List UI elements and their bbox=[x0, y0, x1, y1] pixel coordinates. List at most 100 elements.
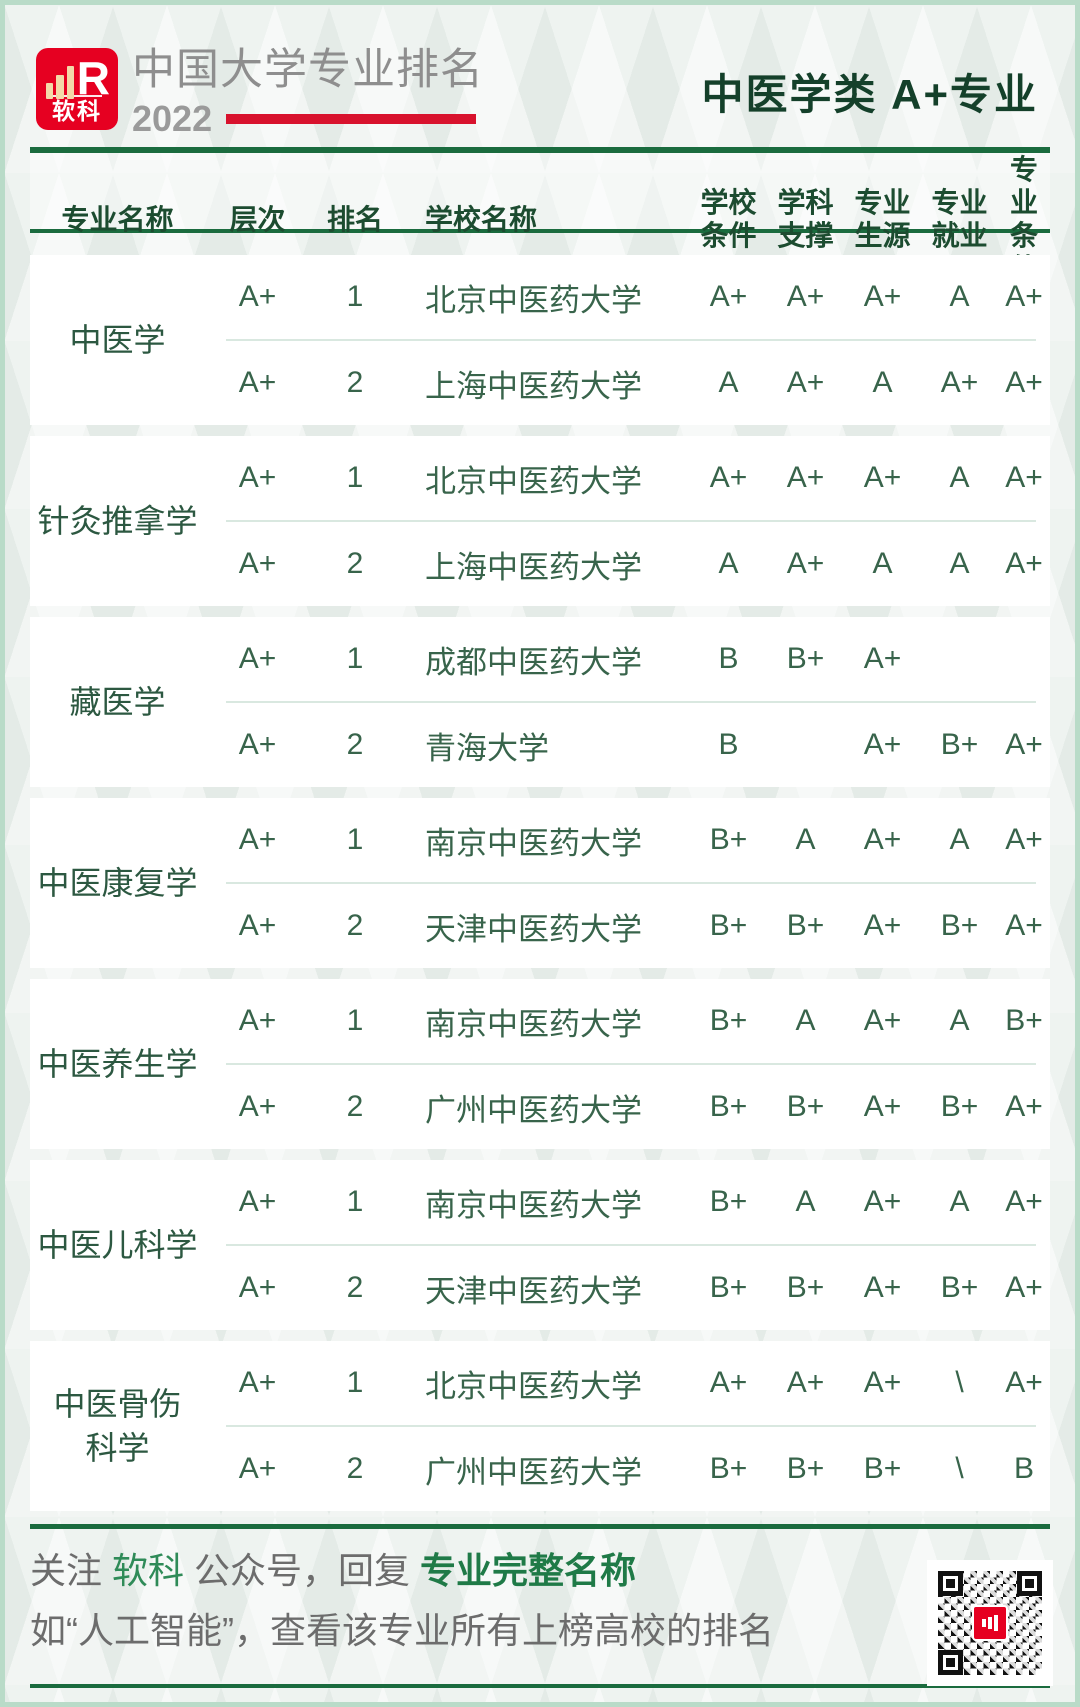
rank-cell: 2 bbox=[346, 366, 364, 399]
grade-school-condition: B+ bbox=[709, 1185, 748, 1218]
rank-cell: 2 bbox=[346, 1271, 364, 1304]
footer-keyword: 专业完整名称 bbox=[420, 1550, 637, 1591]
ranking-row: A+ 2 广州中医药大学 B+ B+ A+ B+ A+ bbox=[205, 1065, 1050, 1149]
major-group-card: 中医康复学 A+ 1 南京中医药大学 B+ A A+ A A+ A+ 2 天津中… bbox=[30, 798, 1050, 968]
grade-student-source: A+ bbox=[863, 728, 902, 761]
footer-line-1: 关注 软科 公众号，回复 专业完整名称 bbox=[30, 1550, 637, 1591]
grade-student-source: A bbox=[872, 547, 893, 580]
row-divider bbox=[226, 1244, 1036, 1246]
logo-barchart-icon: R bbox=[46, 52, 110, 104]
brand-year-row: 2022 bbox=[132, 100, 484, 138]
ranking-row: A+ 1 南京中医药大学 B+ A A+ A A+ bbox=[205, 798, 1050, 882]
school-name-cell: 天津中医药大学 bbox=[425, 1273, 642, 1309]
grade-school-condition: B+ bbox=[709, 1452, 748, 1485]
level-cell: A+ bbox=[238, 728, 277, 761]
qr-code bbox=[927, 1560, 1053, 1686]
col-header-major: 专业名称 bbox=[61, 203, 174, 235]
logo-r-glyph: R bbox=[76, 52, 110, 104]
grade-employment: \ bbox=[955, 1366, 964, 1399]
level-cell: A+ bbox=[238, 280, 277, 313]
school-name-cell: 北京中医药大学 bbox=[425, 463, 642, 499]
major-name: 中医学 bbox=[69, 322, 166, 358]
ranking-row: A+ 2 上海中医药大学 A A+ A A+ A+ bbox=[205, 341, 1050, 425]
col-header-student-source: 专业 生源 bbox=[854, 187, 911, 251]
grade-major-condition: A+ bbox=[1005, 280, 1043, 313]
grade-employment: \ bbox=[955, 1452, 964, 1485]
school-name-cell: 成都中医药大学 bbox=[425, 644, 642, 680]
grade-student-source: A+ bbox=[863, 1366, 902, 1399]
page-header: R 软科 中国大学专业排名 2022 中医学类 A+专业 bbox=[30, 35, 1050, 147]
grade-subject-support: B+ bbox=[786, 1090, 825, 1123]
grade-employment: A bbox=[949, 461, 970, 494]
qr-center-logo-icon bbox=[972, 1605, 1008, 1641]
grade-subject-support: A bbox=[795, 1185, 816, 1218]
ruanke-logo: R 软科 bbox=[36, 48, 118, 130]
rank-cell: 2 bbox=[346, 909, 364, 942]
school-name-cell: 广州中医药大学 bbox=[425, 1092, 642, 1128]
page-footer: 关注 软科 公众号，回复 专业完整名称 如“人工智能”，查看该专业所有上榜高校的… bbox=[30, 1549, 1053, 1686]
ranking-row: A+ 2 青海大学 B A+ B+ A+ bbox=[205, 703, 1050, 787]
qr-pattern bbox=[938, 1571, 1042, 1675]
ranking-row: A+ 1 北京中医药大学 A+ A+ A+ \ A+ bbox=[205, 1341, 1050, 1425]
school-name-cell: 北京中医药大学 bbox=[425, 282, 642, 318]
footer-line-2: 如“人工智能”，查看该专业所有上榜高校的排名 bbox=[30, 1610, 774, 1651]
grade-subject-support: A+ bbox=[786, 1366, 825, 1399]
level-cell: A+ bbox=[238, 366, 277, 399]
level-cell: A+ bbox=[238, 1271, 277, 1304]
col-header-rank: 排名 bbox=[326, 203, 383, 235]
rank-cell: 1 bbox=[346, 1185, 364, 1218]
major-name: 中医养生学 bbox=[37, 1046, 198, 1082]
brand-year: 2022 bbox=[132, 98, 213, 139]
grade-major-condition: A+ bbox=[1005, 823, 1043, 856]
grade-employment: A bbox=[949, 1185, 970, 1218]
rank-cell: 2 bbox=[346, 1452, 364, 1485]
rank-cell: 2 bbox=[346, 547, 364, 580]
logo-text: 软科 bbox=[52, 95, 102, 123]
grade-major-condition: A+ bbox=[1005, 909, 1043, 942]
grade-student-source: A+ bbox=[863, 1004, 902, 1037]
grade-subject-support: A+ bbox=[786, 547, 825, 580]
major-group-card: 中医骨伤 科学 A+ 1 北京中医药大学 A+ A+ A+ \ A+ A+ 2 … bbox=[30, 1341, 1050, 1511]
row-divider bbox=[226, 1425, 1036, 1427]
level-cell: A+ bbox=[238, 1004, 277, 1037]
major-group-card: 中医学 A+ 1 北京中医药大学 A+ A+ A+ A A+ A+ 2 上海中医… bbox=[30, 255, 1050, 425]
ranking-row: A+ 1 北京中医药大学 A+ A+ A+ A A+ bbox=[205, 436, 1050, 520]
grade-student-source: A bbox=[872, 366, 893, 399]
grade-employment: B+ bbox=[940, 1090, 979, 1123]
grade-school-condition: B+ bbox=[709, 1271, 748, 1304]
grade-school-condition: B+ bbox=[709, 1004, 748, 1037]
grade-subject-support: B+ bbox=[786, 1452, 825, 1485]
grade-school-condition: A bbox=[718, 366, 739, 399]
level-cell: A+ bbox=[238, 1452, 277, 1485]
major-name: 中医骨伤 科学 bbox=[53, 1386, 182, 1466]
major-group-card: 中医养生学 A+ 1 南京中医药大学 B+ A A+ A B+ A+ 2 广州中… bbox=[30, 979, 1050, 1149]
grade-student-source: A+ bbox=[863, 642, 902, 675]
grade-major-condition: A+ bbox=[1005, 1366, 1043, 1399]
col-header-subject-support: 学科 支撑 bbox=[777, 187, 834, 251]
ranking-row: A+ 2 天津中医药大学 B+ B+ A+ B+ A+ bbox=[205, 1246, 1050, 1330]
grade-student-source: A+ bbox=[863, 280, 902, 313]
rank-cell: 2 bbox=[346, 1090, 364, 1123]
col-header-school: 学校名称 bbox=[425, 203, 538, 235]
grade-employment: B+ bbox=[940, 909, 979, 942]
grade-subject-support: B+ bbox=[786, 642, 825, 675]
page-title: 中医学类 A+专业 bbox=[701, 70, 1038, 118]
col-header-level: 层次 bbox=[229, 203, 286, 235]
grade-employment: A bbox=[949, 1004, 970, 1037]
ranking-table-body: 中医学 A+ 1 北京中医药大学 A+ A+ A+ A A+ A+ 2 上海中医… bbox=[30, 255, 1050, 1511]
level-cell: A+ bbox=[238, 823, 277, 856]
ranking-row: A+ 2 上海中医药大学 A A+ A A A+ bbox=[205, 522, 1050, 606]
grade-employment: B+ bbox=[940, 728, 979, 761]
major-name: 中医儿科学 bbox=[37, 1227, 198, 1263]
grade-student-source: A+ bbox=[863, 1185, 902, 1218]
grade-school-condition: A+ bbox=[709, 461, 748, 494]
major-name: 中医康复学 bbox=[37, 865, 198, 901]
school-name-cell: 南京中医药大学 bbox=[425, 1006, 642, 1042]
major-name: 针灸推拿学 bbox=[37, 503, 198, 539]
grade-school-condition: B bbox=[718, 728, 739, 761]
grade-major-condition: A+ bbox=[1005, 547, 1043, 580]
rank-cell: 2 bbox=[346, 728, 364, 761]
level-cell: A+ bbox=[238, 1090, 277, 1123]
rank-cell: 1 bbox=[346, 461, 364, 494]
